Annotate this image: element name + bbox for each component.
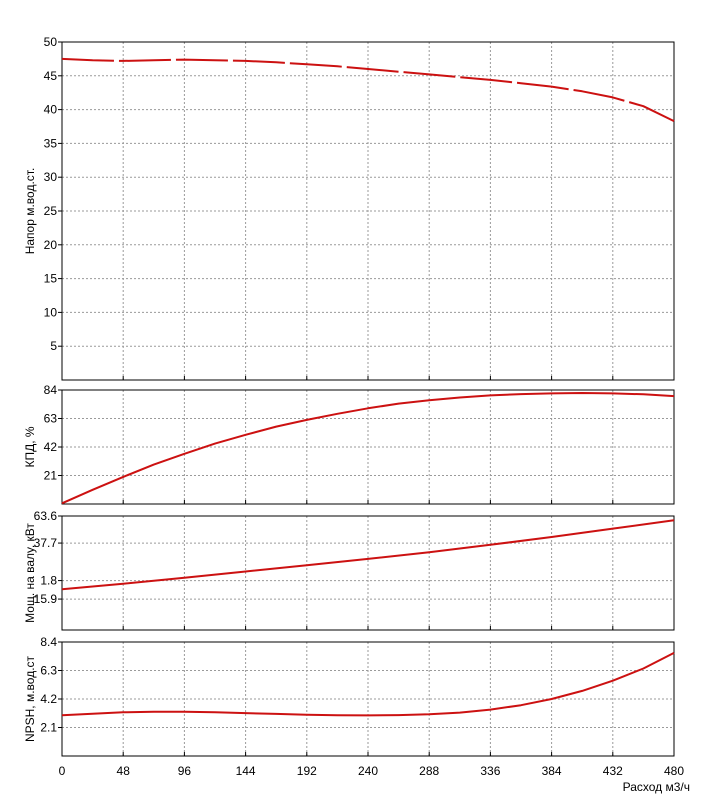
y-axis-label: Напор м.вод.ст.	[23, 168, 37, 255]
y-tick-label: 45	[44, 69, 58, 83]
y-tick-label: 5	[50, 339, 57, 353]
y-tick-label: 15	[44, 272, 58, 286]
y-tick-label: 30	[44, 170, 58, 184]
panel-frame	[61, 41, 675, 381]
panel-frame	[61, 389, 675, 505]
series-line-shaft-power	[61, 519, 675, 591]
y-tick-label: 10	[44, 305, 58, 319]
x-tick-label: 240	[358, 764, 378, 778]
y-axis-label: Мощ. на валу, кВт	[23, 523, 37, 623]
y-tick-label: 20	[44, 238, 58, 252]
y-tick-label: 2.1	[40, 721, 57, 735]
x-tick-labels: 0 48 96 144 192 240 288 336 384 432 480	[59, 764, 685, 778]
y-tick-label: 37.7	[34, 536, 58, 550]
y-axis-label: NPSH, м.вод.ст	[23, 655, 37, 742]
x-tick-label: 192	[297, 764, 317, 778]
y-tick-label: 21	[44, 469, 58, 483]
x-tick-label: 0	[59, 764, 66, 778]
x-tick-label: 48	[117, 764, 131, 778]
y-axis-label: КПД, %	[23, 426, 37, 467]
x-tick-label: 336	[480, 764, 500, 778]
y-tick-label: 4.2	[40, 692, 57, 706]
x-axis: 0 48 96 144 192 240 288 336 384 432 480 Расход м3/…	[59, 764, 690, 794]
series-line-head	[61, 57, 675, 122]
y-tick-label: 25	[44, 204, 58, 218]
x-tick-label: 432	[603, 764, 623, 778]
y-tick-label: 8.4	[40, 635, 57, 649]
panel-efficiency: 21 42 63 84 КПД, %	[23, 383, 675, 505]
y-tick-label: 63	[44, 412, 58, 426]
panel-frame	[61, 641, 675, 757]
y-tick-label: 15.9	[34, 592, 58, 606]
y-tick-label: 84	[44, 383, 58, 397]
x-tick-label: 384	[542, 764, 562, 778]
y-tick-label: 50	[44, 35, 58, 49]
x-tick-label: 144	[236, 764, 256, 778]
y-tick-label: 6.3	[40, 664, 57, 678]
x-tick-label: 288	[419, 764, 439, 778]
x-axis-label: Расход м3/ч	[623, 780, 690, 794]
panel-head: 5 10 15 20 25 30 35 40 45 50 Напор м.вод.ст.	[23, 35, 675, 381]
panel-frame	[61, 515, 675, 631]
y-tick-label: 1.8	[40, 574, 57, 588]
x-tick-label: 96	[178, 764, 192, 778]
y-tick-label: 63.6	[34, 509, 58, 523]
x-tick-label: 480	[664, 764, 684, 778]
y-tick-label: 35	[44, 136, 58, 150]
y-tick-label: 42	[44, 440, 58, 454]
series-line-efficiency	[61, 392, 675, 505]
y-tick-label: 40	[44, 103, 58, 117]
series-line-npsh	[61, 652, 675, 717]
